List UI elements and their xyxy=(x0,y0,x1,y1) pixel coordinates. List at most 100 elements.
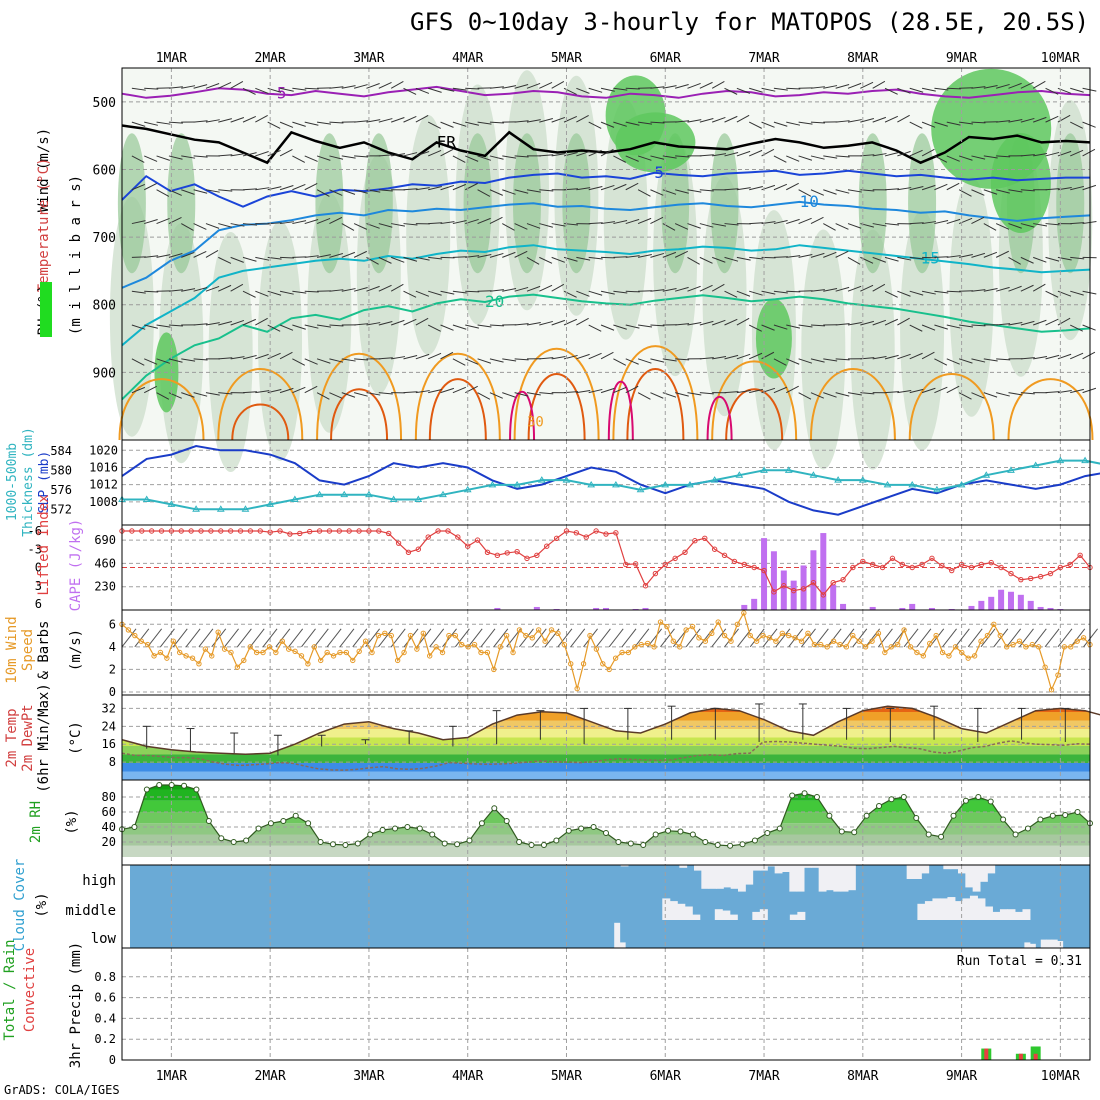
wind-barb xyxy=(613,87,628,91)
wind-barb xyxy=(262,628,278,648)
cloud-cell xyxy=(984,906,993,920)
pressure-tick-label: 500 xyxy=(93,96,116,111)
wind-barb xyxy=(909,290,924,296)
wind-barb xyxy=(1045,87,1059,95)
temperature-contour-line xyxy=(121,293,1091,401)
wind-speed-marker xyxy=(997,632,1003,639)
date-tick-label: 3MAR xyxy=(353,1069,384,1084)
wind-barb xyxy=(971,358,986,363)
wind-barb xyxy=(1033,319,1047,326)
wind-barb xyxy=(181,223,194,231)
wind-barb xyxy=(959,121,974,125)
wind-barb xyxy=(835,250,849,258)
wind-barb xyxy=(218,189,233,192)
wind-barb xyxy=(218,357,233,360)
wind-barb xyxy=(557,628,573,648)
wind-barb xyxy=(205,83,220,89)
temp-band xyxy=(122,701,1090,704)
wind-barb xyxy=(353,286,368,292)
rh-marker xyxy=(181,782,188,789)
wind-speed-marker xyxy=(670,638,677,644)
cloud-cell xyxy=(972,865,981,892)
wind-barb xyxy=(1045,256,1060,262)
wind-barb xyxy=(786,324,801,329)
wind-speed-marker xyxy=(221,646,228,652)
cape-bar xyxy=(632,608,639,610)
wind-barb xyxy=(465,155,479,162)
warm-contour-line xyxy=(118,378,205,441)
wind-barb xyxy=(773,155,787,163)
wind-barb xyxy=(600,148,614,157)
lifted-index-marker xyxy=(731,558,738,565)
wind-barb xyxy=(1082,184,1097,191)
lifted-index-marker xyxy=(336,528,343,534)
wind-barb xyxy=(921,351,935,360)
wind-barb xyxy=(1032,80,1046,89)
lifted-index-marker xyxy=(544,543,550,549)
wind-barb xyxy=(958,358,973,364)
wind-barb xyxy=(539,154,554,157)
wind-barb xyxy=(329,252,344,258)
rh-marker xyxy=(230,839,237,845)
wind-barb xyxy=(267,121,281,129)
cape-bar xyxy=(494,607,501,610)
wind-barb xyxy=(1020,256,1034,264)
wind-barb xyxy=(539,320,553,326)
wind-barb xyxy=(205,189,220,193)
rh-marker xyxy=(702,839,709,845)
wind-barb xyxy=(801,628,816,648)
warm-contour-line xyxy=(414,352,501,441)
lifted-index-marker xyxy=(326,528,333,534)
date-tick-label: 5MAR xyxy=(551,1069,582,1084)
wind-barb xyxy=(218,82,232,89)
wind-barb xyxy=(909,121,923,129)
wind-barb xyxy=(872,355,887,360)
cloud-cell xyxy=(745,865,754,885)
wind-barb xyxy=(329,86,344,89)
wind-barb xyxy=(1033,355,1048,360)
wind-barb xyxy=(526,322,541,326)
wind-speed-marker xyxy=(279,638,285,644)
cloud-cell xyxy=(789,914,798,920)
wind-barb xyxy=(378,223,393,228)
wind-barb xyxy=(761,121,775,128)
lifted-index-marker xyxy=(1028,575,1034,582)
wind-barb xyxy=(168,155,183,160)
wind-barb xyxy=(539,223,553,228)
cape-bar xyxy=(761,538,768,610)
wind-speed-marker xyxy=(253,649,260,656)
wind-barb xyxy=(502,189,516,195)
wind-speed-marker xyxy=(1016,638,1023,644)
wind-barb xyxy=(279,185,294,191)
wind-barb xyxy=(390,256,405,263)
wind-speed-marker xyxy=(1023,644,1029,650)
precip-tick-label: 0.8 xyxy=(94,970,116,984)
wind-speed-marker xyxy=(132,632,138,639)
wind-speed-marker xyxy=(1003,644,1010,650)
rh-shade xyxy=(315,133,344,274)
wind-barb xyxy=(526,285,541,292)
wind-barb xyxy=(255,290,269,297)
wind-barb xyxy=(440,351,454,360)
wind-barb xyxy=(675,120,690,123)
wind-barb xyxy=(724,628,739,648)
rh-band xyxy=(122,834,1090,846)
temp-band xyxy=(122,712,1090,721)
wind-barb xyxy=(502,358,517,362)
rh-marker xyxy=(454,841,461,848)
rh-marker xyxy=(863,812,870,819)
temp-axis-label: 2m DewPt xyxy=(20,704,36,771)
wind-speed-marker xyxy=(811,641,818,648)
lifted-index-marker xyxy=(445,528,451,534)
wind-barb xyxy=(403,256,418,262)
wind-barb xyxy=(576,390,591,394)
cloud-cell xyxy=(977,898,986,920)
lifted-index-marker xyxy=(455,534,461,540)
wind-speed-marker xyxy=(318,657,324,664)
wind-barb xyxy=(304,385,318,394)
wind-barb xyxy=(144,121,158,126)
wind-barb xyxy=(1020,284,1034,292)
wind-barb xyxy=(144,219,158,225)
temperature-contour-label: 15 xyxy=(921,249,940,268)
cloud-cell xyxy=(980,865,988,882)
